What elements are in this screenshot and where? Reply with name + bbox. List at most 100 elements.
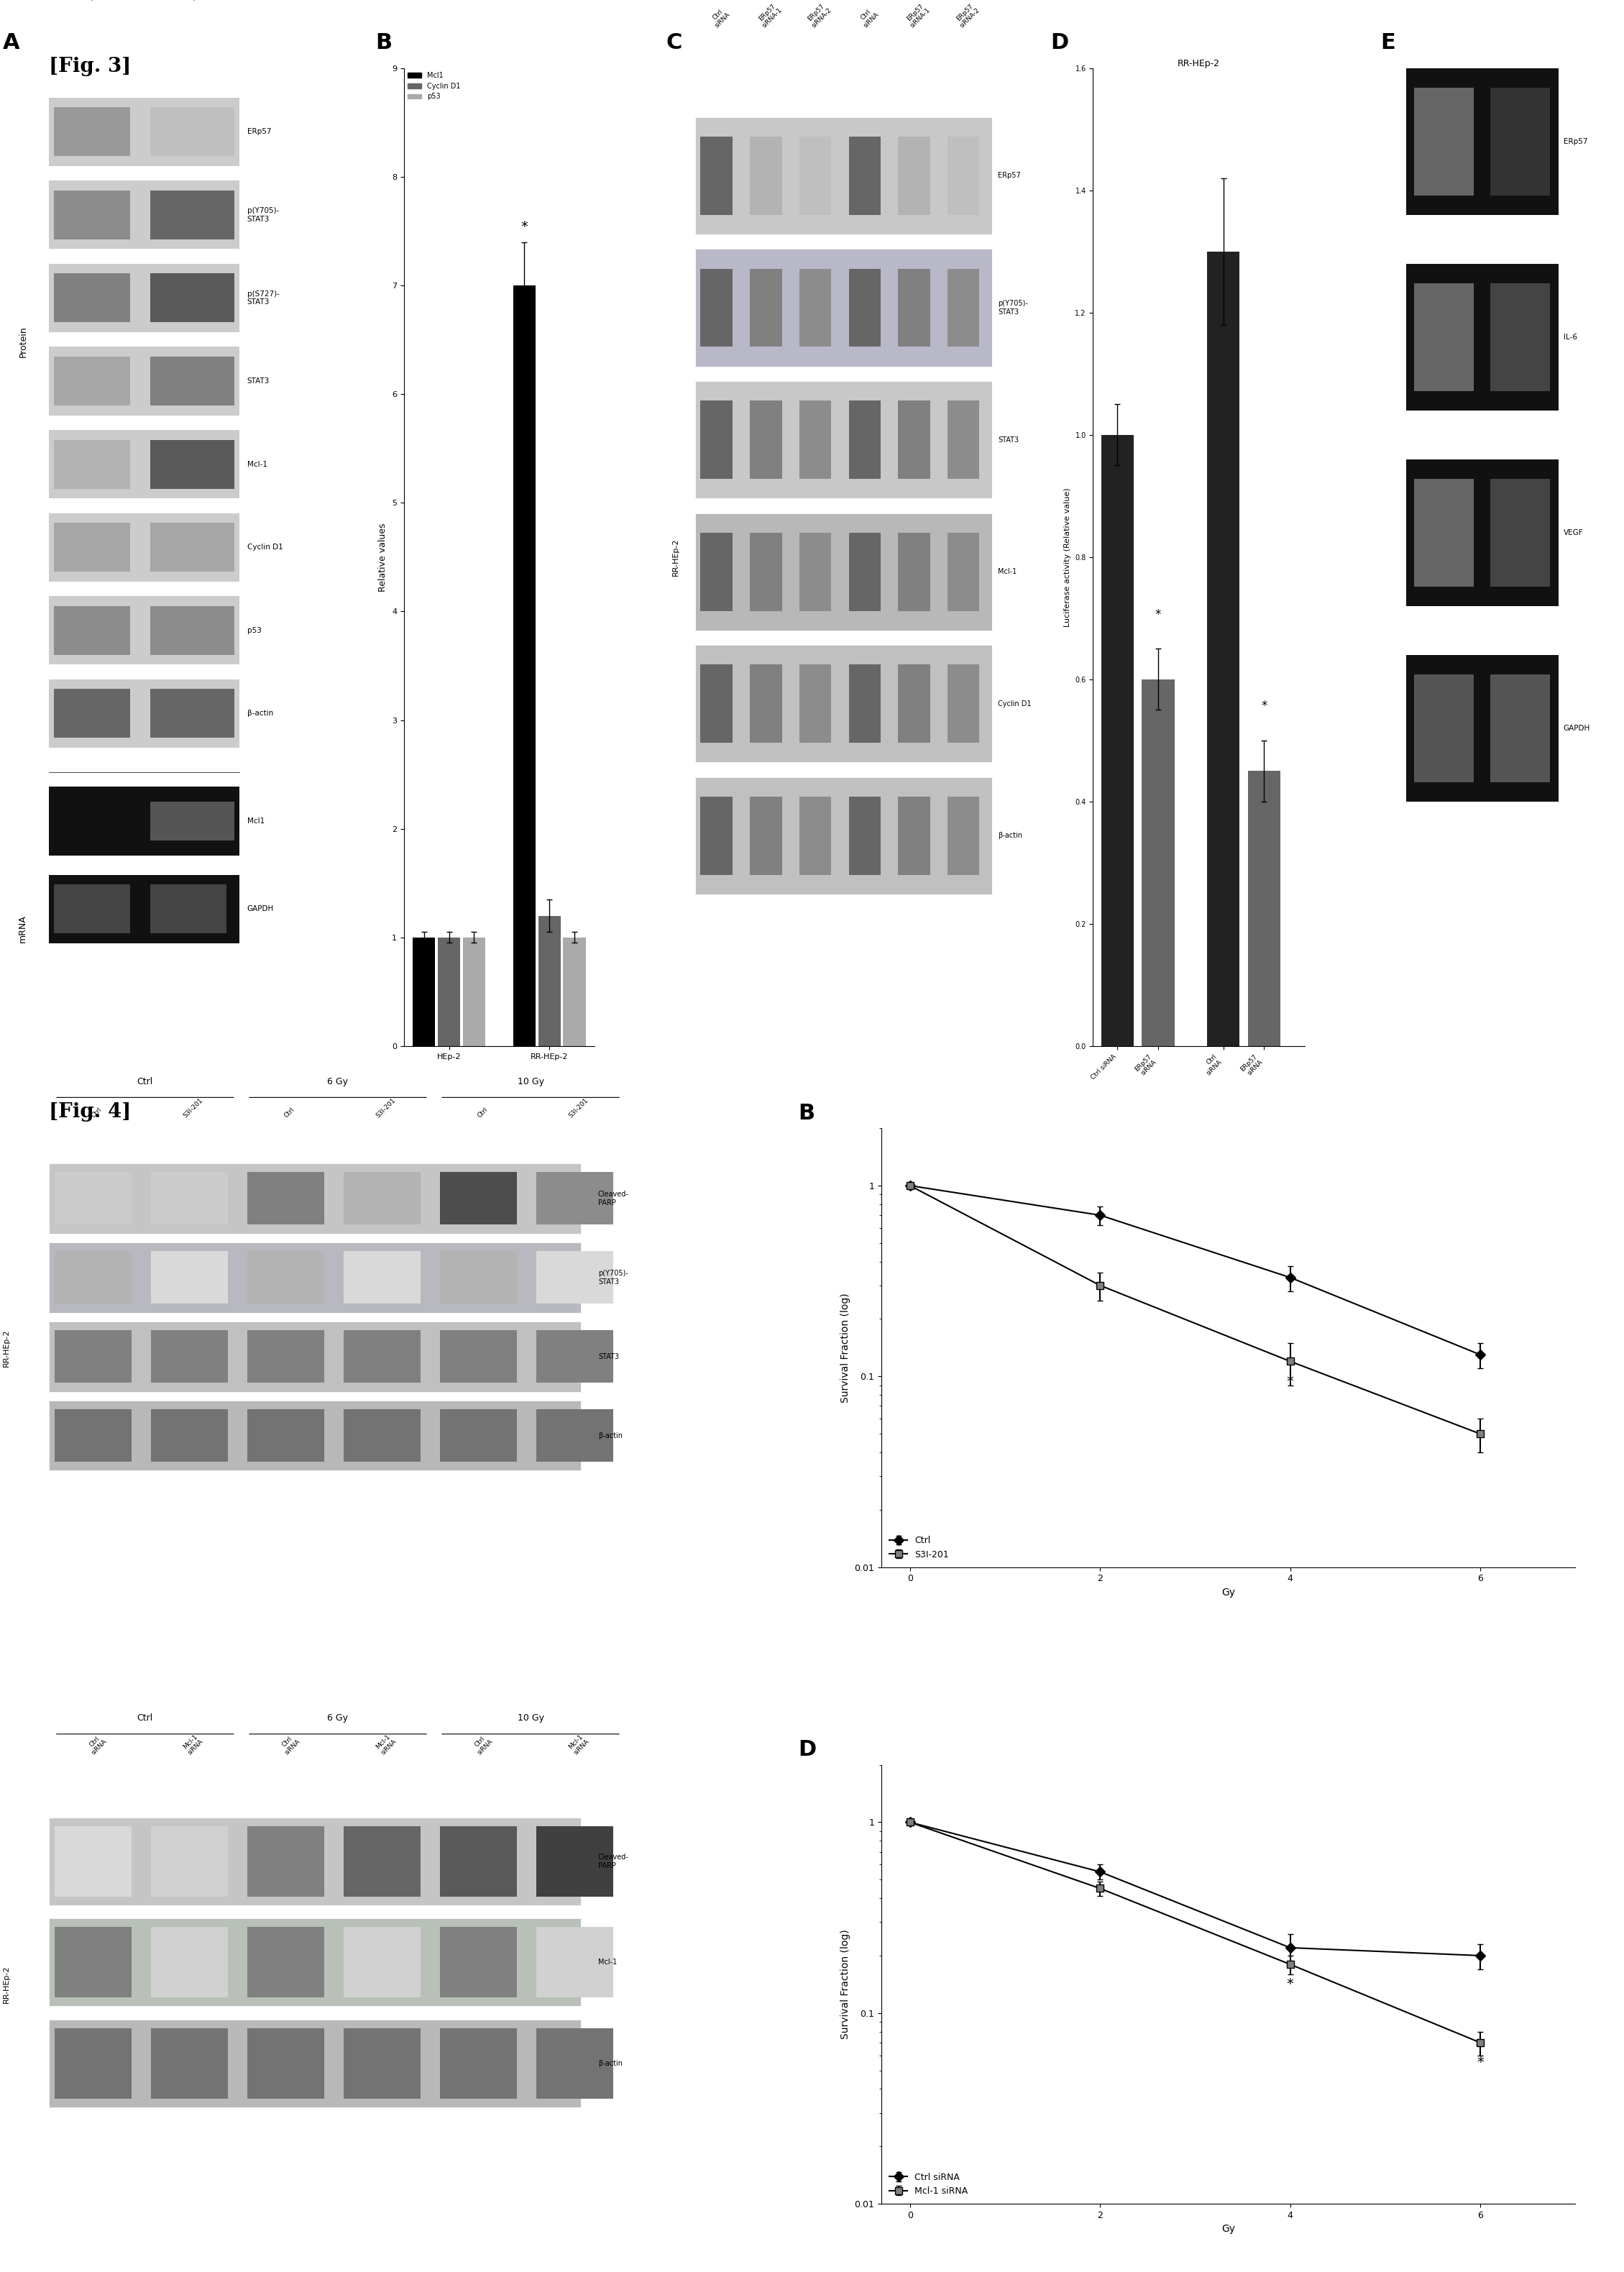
FancyBboxPatch shape (750, 136, 781, 216)
Text: [Fig. 4]: [Fig. 4] (49, 1102, 132, 1122)
Text: ERp57: ERp57 (999, 173, 1021, 179)
FancyBboxPatch shape (54, 607, 130, 654)
FancyBboxPatch shape (1406, 654, 1559, 802)
FancyBboxPatch shape (49, 348, 239, 416)
Text: Ctrl
siRNA: Ctrl siRNA (278, 1734, 302, 1756)
FancyBboxPatch shape (344, 1409, 421, 1461)
FancyBboxPatch shape (536, 1172, 614, 1225)
Legend: Ctrl, S3I-201: Ctrl, S3I-201 (885, 1531, 953, 1563)
FancyBboxPatch shape (700, 400, 732, 479)
Text: ERp57
siRNA-2: ERp57 siRNA-2 (953, 2, 981, 30)
Text: *: * (1286, 1375, 1294, 1388)
Text: p(Y705)-
STAT3: p(Y705)- STAT3 (999, 300, 1028, 316)
FancyBboxPatch shape (1406, 68, 1559, 216)
Text: Cyclin D1: Cyclin D1 (247, 543, 283, 550)
FancyBboxPatch shape (247, 1927, 325, 1997)
FancyBboxPatch shape (49, 1918, 581, 2006)
Text: C: C (666, 32, 682, 52)
FancyBboxPatch shape (151, 607, 234, 654)
FancyBboxPatch shape (1406, 459, 1559, 607)
FancyBboxPatch shape (1491, 89, 1549, 195)
Text: *: * (1262, 700, 1267, 713)
FancyBboxPatch shape (49, 595, 239, 666)
FancyBboxPatch shape (700, 268, 732, 348)
Text: S3I-201: S3I-201 (568, 1097, 590, 1120)
FancyBboxPatch shape (695, 250, 992, 366)
Text: Mcl-1: Mcl-1 (999, 568, 1017, 575)
FancyBboxPatch shape (151, 523, 234, 573)
FancyBboxPatch shape (1415, 284, 1473, 391)
FancyBboxPatch shape (49, 679, 239, 747)
FancyBboxPatch shape (151, 884, 227, 934)
FancyBboxPatch shape (1415, 479, 1473, 586)
Text: 6 Gy: 6 Gy (328, 1713, 348, 1722)
FancyBboxPatch shape (49, 98, 239, 166)
FancyBboxPatch shape (947, 268, 979, 348)
FancyBboxPatch shape (55, 1172, 132, 1225)
FancyBboxPatch shape (55, 1409, 132, 1461)
Bar (564, 938, 586, 1045)
Bar (1142, 679, 1174, 1045)
FancyBboxPatch shape (849, 666, 880, 743)
FancyBboxPatch shape (49, 1400, 581, 1470)
Text: D: D (1051, 32, 1069, 52)
FancyBboxPatch shape (49, 1818, 581, 1906)
Text: D: D (797, 1740, 817, 1761)
Y-axis label: Survival Fraction (log): Survival Fraction (log) (840, 1293, 851, 1402)
Text: Ctrl: Ctrl (136, 1713, 153, 1722)
Text: 10 Gy: 10 Gy (518, 1077, 544, 1086)
Title: RR-HEp-2: RR-HEp-2 (1177, 59, 1220, 68)
FancyBboxPatch shape (849, 400, 880, 479)
FancyBboxPatch shape (700, 532, 732, 611)
Text: p(Y705)-
STAT3: p(Y705)- STAT3 (247, 207, 279, 223)
Text: RR-HEp-2: RR-HEp-2 (3, 1965, 10, 2004)
Text: VEGF: VEGF (1564, 529, 1583, 536)
FancyBboxPatch shape (151, 1252, 227, 1304)
FancyBboxPatch shape (49, 264, 239, 332)
FancyBboxPatch shape (49, 1243, 581, 1313)
Text: *: * (1155, 609, 1161, 620)
Y-axis label: Survival Fraction (log): Survival Fraction (log) (840, 1929, 851, 2040)
FancyBboxPatch shape (151, 191, 234, 239)
Text: Mcl-1: Mcl-1 (247, 461, 266, 468)
Text: B: B (797, 1102, 815, 1125)
FancyBboxPatch shape (49, 513, 239, 582)
Text: ERp57: ERp57 (247, 127, 271, 136)
FancyBboxPatch shape (344, 1172, 421, 1225)
FancyBboxPatch shape (440, 1409, 516, 1461)
Text: S3I-201: S3I-201 (182, 1097, 205, 1120)
FancyBboxPatch shape (536, 2029, 614, 2099)
Bar (538, 916, 560, 1045)
FancyBboxPatch shape (536, 1409, 614, 1461)
FancyBboxPatch shape (440, 1927, 516, 1997)
X-axis label: Gy: Gy (1221, 2224, 1236, 2233)
FancyBboxPatch shape (1491, 675, 1549, 782)
FancyBboxPatch shape (151, 688, 234, 738)
FancyBboxPatch shape (55, 1252, 132, 1304)
Text: ERp57
siRNA-2: ERp57 siRNA-2 (806, 2, 833, 30)
Text: Ctrl
siRNA: Ctrl siRNA (86, 1734, 109, 1756)
FancyBboxPatch shape (750, 666, 781, 743)
Text: p(S727)-
STAT3: p(S727)- STAT3 (247, 291, 279, 307)
Text: Ctrl: Ctrl (476, 1106, 489, 1120)
Text: A: A (3, 32, 19, 52)
Text: Cyclin D1: Cyclin D1 (999, 700, 1031, 707)
FancyBboxPatch shape (1415, 89, 1473, 195)
FancyBboxPatch shape (151, 107, 234, 157)
Text: STAT3: STAT3 (999, 436, 1018, 443)
Bar (463, 938, 486, 1045)
FancyBboxPatch shape (898, 666, 931, 743)
Text: Ctrl
siRNA: Ctrl siRNA (857, 7, 880, 30)
FancyBboxPatch shape (750, 268, 781, 348)
Text: β-actin: β-actin (247, 709, 273, 718)
FancyBboxPatch shape (49, 429, 239, 498)
Text: 6 Gy: 6 Gy (1242, 1411, 1262, 1420)
FancyBboxPatch shape (247, 1409, 325, 1461)
FancyBboxPatch shape (54, 884, 130, 934)
Text: STAT3: STAT3 (247, 377, 270, 384)
FancyBboxPatch shape (700, 797, 732, 875)
FancyBboxPatch shape (849, 532, 880, 611)
FancyBboxPatch shape (344, 1329, 421, 1384)
Text: ERp57: ERp57 (1564, 139, 1588, 145)
FancyBboxPatch shape (49, 1322, 581, 1393)
